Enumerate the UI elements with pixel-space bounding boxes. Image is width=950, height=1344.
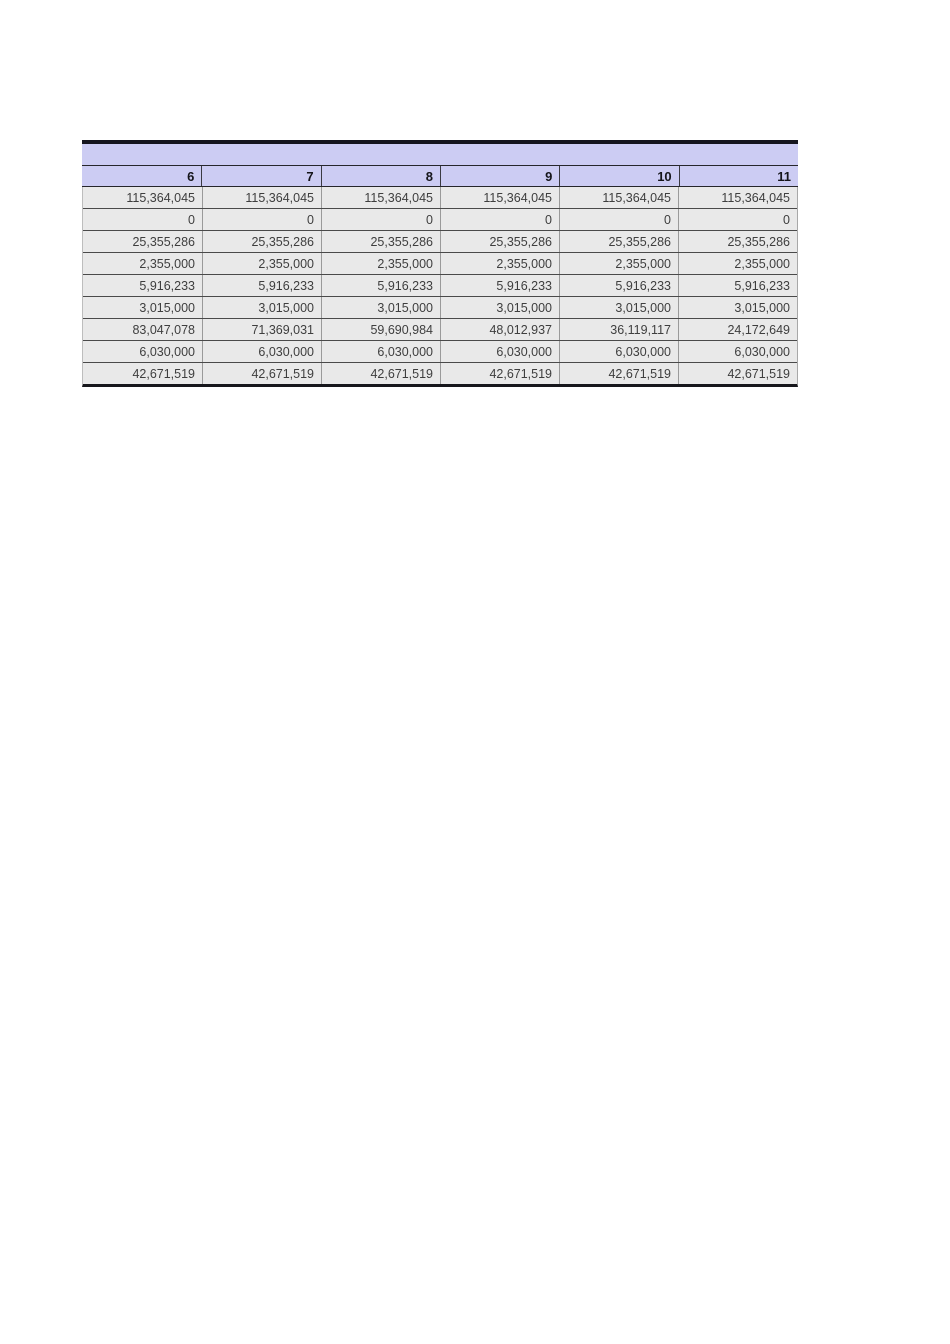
table-cell[interactable]: 42,671,519 <box>440 363 559 384</box>
table-cell[interactable]: 115,364,045 <box>559 187 678 208</box>
column-header[interactable]: 6 <box>187 168 195 184</box>
top-accent-bar <box>82 140 798 144</box>
table-row: 115,364,045 115,364,045 115,364,045 115,364… <box>83 187 797 209</box>
table-cell[interactable]: 25,355,286 <box>321 231 440 252</box>
table-cell[interactable]: 2,355,000 <box>678 253 797 274</box>
table-row: 6,030,000 6,030,000 6,030,000 6,030,000 6,03… <box>83 341 797 363</box>
table-cell[interactable]: 42,671,519 <box>559 363 678 384</box>
table-cell[interactable]: 2,355,000 <box>321 253 440 274</box>
table-cell[interactable]: 83,047,078 <box>132 322 195 337</box>
table-cell[interactable]: 5,916,233 <box>202 275 321 296</box>
table-cell[interactable]: 59,690,984 <box>321 319 440 340</box>
table-cell[interactable]: 0 <box>202 209 321 230</box>
table-cell[interactable]: 5,916,233 <box>559 275 678 296</box>
table-cell[interactable]: 25,355,286 <box>132 234 195 249</box>
table-cell[interactable]: 115,364,045 <box>440 187 559 208</box>
table-cell[interactable]: 36,119,117 <box>559 319 678 340</box>
table-cell[interactable]: 5,916,233 <box>440 275 559 296</box>
table-row: 5,916,233 5,916,233 5,916,233 5,916,233 5,91… <box>83 275 797 297</box>
table-cell[interactable]: 0 <box>678 209 797 230</box>
column-header[interactable]: 10 <box>559 166 678 186</box>
table-cell[interactable]: 0 <box>321 209 440 230</box>
table-cell[interactable]: 6,030,000 <box>202 341 321 362</box>
table-cell[interactable]: 25,355,286 <box>440 231 559 252</box>
table-cell[interactable]: 5,916,233 <box>139 278 195 293</box>
table-row: 83,047,078 71,369,031 59,690,984 48,012,937… <box>83 319 797 341</box>
table-cell[interactable]: 3,015,000 <box>678 297 797 318</box>
data-grid: 115,364,045 115,364,045 115,364,045 115,364… <box>82 187 798 387</box>
table-row: 25,355,286 25,355,286 25,355,286 25,355,286… <box>83 231 797 253</box>
table-cell[interactable]: 3,015,000 <box>139 300 195 315</box>
table-cell[interactable]: 6,030,000 <box>559 341 678 362</box>
table-cell[interactable]: 3,015,000 <box>440 297 559 318</box>
table-cell[interactable]: 115,364,045 <box>678 187 797 208</box>
table-cell[interactable]: 71,369,031 <box>202 319 321 340</box>
table-cell[interactable]: 48,012,937 <box>440 319 559 340</box>
table-cell[interactable]: 115,364,045 <box>126 190 195 205</box>
table-cell[interactable]: 5,916,233 <box>678 275 797 296</box>
table-cell[interactable]: 6,030,000 <box>321 341 440 362</box>
table-cell[interactable]: 42,671,519 <box>678 363 797 384</box>
table-cell[interactable]: 2,355,000 <box>202 253 321 274</box>
table-row: 3,015,000 3,015,000 3,015,000 3,015,000 3,01… <box>83 297 797 319</box>
column-header[interactable]: 8 <box>320 166 440 186</box>
table-cell[interactable]: 0 <box>188 212 195 227</box>
blank-band-row <box>82 144 798 166</box>
table-cell[interactable]: 2,355,000 <box>559 253 678 274</box>
table-cell[interactable]: 3,015,000 <box>202 297 321 318</box>
table-cell[interactable]: 25,355,286 <box>678 231 797 252</box>
table-row: 2,355,000 2,355,000 2,355,000 2,355,000 2,35… <box>83 253 797 275</box>
table-cell[interactable]: 42,671,519 <box>132 366 195 381</box>
table-cell[interactable]: 2,355,000 <box>139 256 195 271</box>
spreadsheet-table: 6 7 8 9 10 11 115,364,045 115,364,045 115,364,0… <box>82 140 798 387</box>
table-cell[interactable]: 6,030,000 <box>440 341 559 362</box>
column-header-row: 6 7 8 9 10 11 <box>82 166 798 187</box>
table-cell[interactable]: 3,015,000 <box>321 297 440 318</box>
table-cell[interactable]: 5,916,233 <box>321 275 440 296</box>
table-cell[interactable]: 115,364,045 <box>202 187 321 208</box>
table-cell[interactable]: 25,355,286 <box>202 231 321 252</box>
table-cell[interactable]: 2,355,000 <box>440 253 559 274</box>
table-cell[interactable]: 6,030,000 <box>139 344 195 359</box>
table-cell[interactable]: 42,671,519 <box>321 363 440 384</box>
table-cell[interactable]: 3,015,000 <box>559 297 678 318</box>
column-header[interactable]: 11 <box>678 166 798 186</box>
table-cell[interactable]: 115,364,045 <box>321 187 440 208</box>
table-cell[interactable]: 0 <box>559 209 678 230</box>
table-cell[interactable]: 24,172,649 <box>678 319 797 340</box>
column-header[interactable]: 9 <box>440 166 559 186</box>
table-cell[interactable]: 6,030,000 <box>678 341 797 362</box>
table-cell[interactable]: 42,671,519 <box>202 363 321 384</box>
table-cell[interactable]: 25,355,286 <box>559 231 678 252</box>
column-header[interactable]: 7 <box>201 166 320 186</box>
table-cell[interactable]: 0 <box>440 209 559 230</box>
table-row: 42,671,519 42,671,519 42,671,519 42,671,519… <box>83 363 797 384</box>
